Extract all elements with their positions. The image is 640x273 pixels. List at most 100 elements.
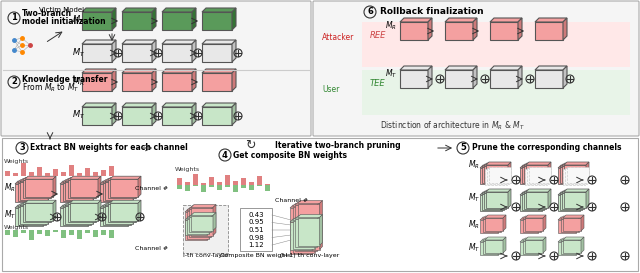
Polygon shape — [122, 69, 156, 73]
Polygon shape — [112, 103, 116, 125]
Polygon shape — [482, 167, 504, 183]
Polygon shape — [560, 164, 585, 167]
Polygon shape — [486, 165, 508, 181]
Polygon shape — [22, 201, 54, 204]
Polygon shape — [298, 218, 319, 245]
Text: $M_R$: $M_R$ — [468, 219, 480, 231]
Polygon shape — [522, 191, 547, 194]
Bar — [53, 230, 58, 232]
Polygon shape — [48, 203, 51, 224]
Polygon shape — [498, 217, 501, 233]
Polygon shape — [82, 107, 112, 125]
Text: Channel #: Channel # — [275, 197, 308, 203]
Polygon shape — [25, 203, 53, 221]
Polygon shape — [202, 44, 232, 62]
Polygon shape — [317, 202, 320, 251]
Text: 1: 1 — [11, 13, 17, 22]
Polygon shape — [312, 205, 315, 254]
Polygon shape — [563, 237, 584, 240]
Polygon shape — [102, 180, 134, 183]
Polygon shape — [95, 201, 99, 222]
Polygon shape — [562, 193, 584, 209]
Polygon shape — [490, 22, 518, 40]
Polygon shape — [131, 204, 134, 225]
Polygon shape — [319, 200, 323, 250]
Polygon shape — [480, 217, 501, 220]
Polygon shape — [162, 44, 192, 62]
Polygon shape — [319, 215, 323, 245]
Polygon shape — [17, 207, 45, 225]
Text: Weights: Weights — [4, 159, 29, 164]
Polygon shape — [207, 217, 210, 235]
Bar — [257, 176, 262, 185]
Polygon shape — [558, 192, 583, 195]
Bar — [177, 185, 182, 189]
Polygon shape — [202, 40, 236, 44]
Polygon shape — [490, 18, 522, 22]
Polygon shape — [542, 165, 545, 184]
Polygon shape — [70, 176, 101, 179]
Polygon shape — [136, 177, 138, 198]
Polygon shape — [82, 40, 116, 44]
Polygon shape — [480, 242, 498, 255]
Polygon shape — [522, 167, 544, 183]
Polygon shape — [562, 190, 587, 193]
Bar — [567, 167, 589, 183]
Polygon shape — [189, 217, 211, 232]
Polygon shape — [108, 201, 138, 204]
Polygon shape — [82, 44, 112, 62]
Polygon shape — [213, 204, 216, 236]
Polygon shape — [558, 217, 579, 220]
Polygon shape — [548, 189, 551, 208]
Polygon shape — [25, 200, 56, 203]
Polygon shape — [138, 176, 141, 197]
Polygon shape — [506, 190, 509, 209]
Text: model initialization: model initialization — [22, 16, 106, 25]
Polygon shape — [520, 168, 542, 184]
Polygon shape — [484, 163, 509, 166]
Polygon shape — [486, 192, 508, 208]
Text: Get composite BN weights: Get composite BN weights — [233, 150, 347, 159]
Polygon shape — [480, 220, 498, 233]
Polygon shape — [295, 216, 320, 219]
Text: Prune the corresponding channels: Prune the corresponding channels — [472, 144, 621, 153]
Text: Victim Model: Victim Model — [40, 7, 84, 13]
Polygon shape — [211, 214, 214, 232]
Polygon shape — [563, 218, 581, 231]
Polygon shape — [192, 69, 196, 91]
Polygon shape — [312, 219, 315, 250]
Bar — [61, 230, 66, 238]
Text: Channel #: Channel # — [135, 185, 168, 191]
Polygon shape — [522, 241, 541, 254]
Polygon shape — [561, 238, 582, 241]
Polygon shape — [558, 220, 576, 233]
Polygon shape — [486, 162, 511, 165]
Polygon shape — [520, 220, 538, 233]
Text: Weights: Weights — [4, 225, 29, 230]
Polygon shape — [520, 242, 538, 255]
Polygon shape — [543, 237, 546, 253]
Polygon shape — [43, 205, 46, 226]
Text: Distinction of architecture in $M_R$ & $M_T$: Distinction of architecture in $M_R$ & $… — [380, 120, 525, 132]
Text: $M_R$: $M_R$ — [72, 76, 84, 88]
FancyBboxPatch shape — [183, 205, 228, 253]
Polygon shape — [526, 189, 551, 192]
Polygon shape — [105, 182, 133, 200]
Polygon shape — [508, 162, 511, 181]
Bar — [527, 168, 549, 184]
Polygon shape — [483, 216, 504, 219]
Polygon shape — [187, 215, 212, 218]
Polygon shape — [504, 191, 507, 210]
Polygon shape — [558, 239, 579, 242]
Polygon shape — [581, 237, 584, 253]
Polygon shape — [136, 201, 138, 222]
Bar — [53, 169, 58, 176]
Text: $M_T$: $M_T$ — [468, 192, 480, 204]
Text: $M_R$: $M_R$ — [4, 182, 16, 194]
Bar — [5, 230, 10, 235]
Polygon shape — [152, 8, 156, 30]
Polygon shape — [526, 192, 548, 208]
Polygon shape — [400, 18, 432, 22]
Polygon shape — [480, 192, 505, 195]
Polygon shape — [110, 176, 141, 179]
